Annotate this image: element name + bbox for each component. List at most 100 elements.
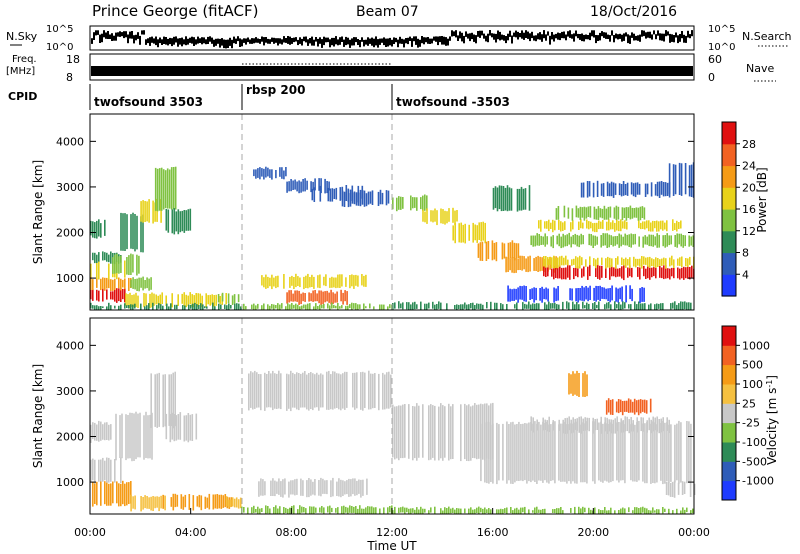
power-echo-cell bbox=[500, 303, 502, 310]
velocity-echo-cell bbox=[356, 480, 358, 496]
power-echo-cell bbox=[665, 258, 667, 269]
power-echo-cell bbox=[478, 303, 480, 310]
velocity-echo-cell bbox=[175, 415, 178, 441]
velocity-echo-cell bbox=[636, 422, 638, 482]
velocity-colorbar-label-close: ] bbox=[765, 375, 779, 380]
power-echo-cell bbox=[130, 279, 132, 288]
velocity-echo-cell bbox=[214, 494, 217, 509]
power-echo-cell bbox=[577, 288, 579, 303]
power-echo-cell bbox=[578, 304, 580, 310]
nsky-mark bbox=[491, 33, 493, 38]
velocity-echo-cell bbox=[404, 507, 406, 514]
velocity-echo-cell bbox=[530, 422, 532, 483]
power-echo-cell bbox=[612, 236, 614, 247]
power-echo-cell bbox=[502, 186, 505, 211]
velocity-echo-cell bbox=[450, 508, 452, 514]
power-echo-cell bbox=[525, 258, 527, 272]
power-echo-cell bbox=[647, 266, 649, 279]
power-echo-cell bbox=[96, 289, 98, 301]
power-echo-cell bbox=[528, 301, 530, 309]
velocity-echo-cell bbox=[320, 373, 322, 408]
velocity-echo-cell bbox=[170, 497, 173, 507]
power-echo-cell bbox=[597, 264, 599, 279]
power-echo-cell bbox=[353, 303, 355, 309]
velocity-echo-cell bbox=[606, 423, 608, 482]
velocity-echo-cell bbox=[612, 419, 614, 434]
power-echo-cell bbox=[637, 207, 640, 221]
power-echo-cell bbox=[689, 267, 691, 280]
nsky-mark bbox=[127, 34, 129, 44]
velocity-echo-cell bbox=[566, 417, 568, 434]
power-echo-cell bbox=[331, 276, 333, 288]
velocity-colorbar-swatch bbox=[722, 403, 736, 424]
nsky-mark bbox=[177, 38, 179, 47]
power-colorbar-swatch bbox=[722, 187, 736, 210]
velocity-echo-cell bbox=[558, 508, 560, 514]
velocity-echo-cell bbox=[649, 398, 652, 413]
power-echo-cell bbox=[662, 235, 664, 247]
velocity-echo-cell bbox=[137, 413, 139, 458]
nsky-mark bbox=[565, 34, 567, 41]
power-echo-cell bbox=[552, 235, 554, 249]
power-echo-cell bbox=[671, 255, 673, 266]
velocity-echo-cell bbox=[94, 459, 96, 484]
power-echo-cell bbox=[585, 259, 587, 267]
velocity-echo-cell bbox=[604, 422, 606, 481]
nsky-mark bbox=[513, 32, 515, 37]
velocity-echo-cell bbox=[572, 371, 574, 396]
velocity-echo-cell bbox=[283, 507, 285, 514]
nsky-mark bbox=[575, 30, 577, 37]
power-echo-cell bbox=[603, 205, 606, 220]
velocity-echo-cell bbox=[652, 416, 654, 432]
velocity-echo-cell bbox=[158, 372, 160, 427]
velocity-echo-cell bbox=[313, 506, 315, 514]
power-echo-cell bbox=[664, 235, 666, 248]
velocity-echo-cell bbox=[274, 480, 276, 497]
velocity-echo-cell bbox=[600, 416, 602, 434]
power-echo-cell bbox=[685, 267, 687, 279]
nsky-mark bbox=[581, 33, 583, 42]
nsky-mark bbox=[587, 35, 589, 40]
power-echo-cell bbox=[277, 275, 279, 288]
power-echo-cell bbox=[608, 219, 610, 231]
power-echo-cell bbox=[383, 304, 385, 310]
velocity-echo-cell bbox=[464, 508, 466, 514]
power-echo-cell bbox=[481, 241, 484, 261]
power-echo-cell bbox=[622, 301, 624, 310]
power-echo-cell bbox=[279, 304, 281, 310]
velocity-colorbar-tick-label: 1000 bbox=[742, 339, 770, 352]
power-echo-cell bbox=[408, 302, 410, 310]
velocity-echo-cell bbox=[482, 404, 484, 460]
power-echo-cell bbox=[432, 210, 434, 223]
power-echo-cell bbox=[118, 256, 120, 274]
nsky-mark bbox=[411, 38, 413, 47]
nsky-mark bbox=[263, 37, 265, 46]
power-echo-cell bbox=[104, 219, 106, 236]
nsky-mark bbox=[313, 39, 315, 46]
velocity-echo-cell bbox=[139, 412, 141, 458]
power-echo-cell bbox=[539, 256, 541, 272]
power-echo-cell bbox=[217, 294, 220, 303]
velocity-echo-cell bbox=[676, 423, 678, 481]
nsky-mark bbox=[481, 30, 483, 36]
nsky-mark bbox=[641, 30, 643, 37]
nsky-mark bbox=[397, 39, 399, 48]
velocity-colorbar-frame bbox=[721, 325, 737, 501]
nsky-mark bbox=[461, 32, 463, 42]
power-echo-cell bbox=[314, 290, 316, 302]
velocity-echo-cell bbox=[466, 405, 468, 461]
power-echo-cell bbox=[592, 182, 595, 198]
power-echo-cell bbox=[553, 287, 555, 303]
power-echo-cell bbox=[118, 305, 120, 310]
power-echo-cell bbox=[679, 268, 681, 280]
power-echo-cell bbox=[290, 290, 292, 302]
velocity-echo-cell bbox=[607, 398, 610, 413]
nsky-mark bbox=[675, 32, 677, 38]
velocity-echo-cell bbox=[106, 457, 108, 483]
power-echo-cell bbox=[202, 304, 204, 310]
velocity-echo-cell bbox=[120, 457, 122, 484]
velocity-echo-cell bbox=[602, 423, 604, 483]
velocity-echo-cell bbox=[121, 413, 123, 459]
velocity-echo-cell bbox=[270, 480, 272, 496]
power-echo-cell bbox=[649, 267, 651, 280]
